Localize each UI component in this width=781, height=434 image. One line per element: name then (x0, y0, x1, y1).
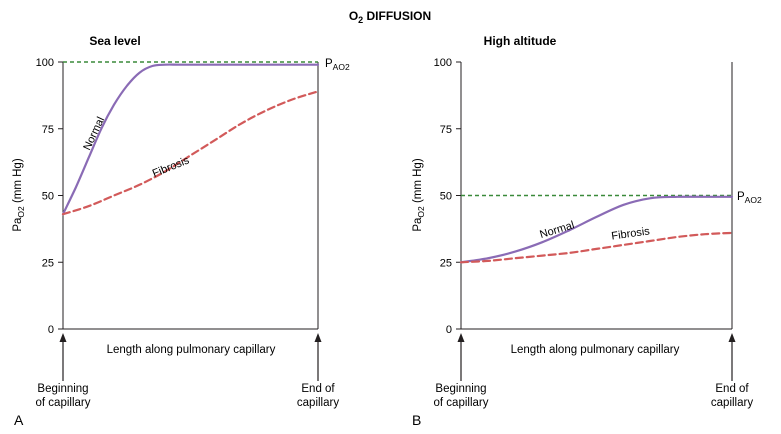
panel-b-ref-label: PAO2 (737, 191, 762, 205)
panel-b-letter: B (412, 412, 421, 428)
panel-b-start-label-line2: of capillary (434, 397, 489, 409)
panel-a-ytick-label: 0 (48, 324, 54, 336)
panel-b-start-label-line1: Beginning (435, 383, 486, 395)
panel-b-xlabel: Length along pulmonary capillary (511, 344, 680, 356)
panel-b-ylabel: PaO2 (mm Hg) (412, 158, 426, 232)
panel-a: Sea level PaO2 (mm Hg) 0 25 50 75 100 Length… (12, 34, 350, 428)
panel-a-start-label-line2: of capillary (36, 397, 91, 409)
panel-b-ytick-label: 75 (440, 124, 452, 136)
panel-a-normal-curve (61, 63, 320, 216)
panel-a-title: Sea level (89, 34, 140, 48)
panel-a-ref-label: PAO2 (325, 58, 350, 72)
panel-a-end-arrow-head (314, 333, 322, 342)
panel-b-normal-label: Normal (538, 219, 575, 241)
panel-a-ytick-label: 100 (36, 57, 54, 69)
panel-a-normal-label: Normal (81, 115, 107, 152)
panel-b-ytick-label: 100 (434, 57, 452, 69)
panel-a-fibrosis-label: Fibrosis (151, 154, 192, 180)
panel-a-start-label-line1: Beginning (37, 383, 88, 395)
panel-b-end-label-line1: End of (715, 383, 749, 395)
panel-b-end-label-line2: capillary (711, 397, 753, 409)
panel-a-fibrosis-curve (61, 90, 320, 216)
panel-b-end-arrow-head (728, 333, 736, 342)
panel-b-ytick-label: 0 (446, 324, 452, 336)
panel-b-fibrosis-label: Fibrosis (611, 225, 651, 242)
panel-b-normal-curve (459, 195, 734, 264)
panel-b-start-arrow-head (457, 333, 465, 342)
panel-a-ylabel: PaO2 (mm Hg) (12, 158, 26, 232)
panel-a-ytick-label: 75 (42, 124, 54, 136)
panel-b: High altitude PaO2 (mm Hg) 0 25 50 75 100 Le… (412, 34, 762, 428)
panel-b-ytick-label: 50 (440, 191, 452, 203)
panel-a-letter: A (14, 412, 24, 428)
figure-title: O2 DIFFUSION (349, 9, 431, 25)
panel-a-xlabel: Length along pulmonary capillary (107, 344, 276, 356)
panel-a-end-label-line2: capillary (297, 397, 339, 409)
panel-b-title: High altitude (484, 34, 557, 48)
panel-a-plot: 0 25 50 75 100 (36, 57, 322, 381)
panel-a-end-label-line1: End of (301, 383, 335, 395)
panel-a-ytick-label: 25 (42, 257, 54, 269)
panel-a-start-arrow-head (59, 333, 67, 342)
panel-b-plot: 0 25 50 75 100 (434, 57, 736, 381)
panel-a-ytick-label: 50 (42, 191, 54, 203)
panel-b-ytick-label: 25 (440, 257, 452, 269)
panel-b-fibrosis-curve (459, 231, 734, 264)
